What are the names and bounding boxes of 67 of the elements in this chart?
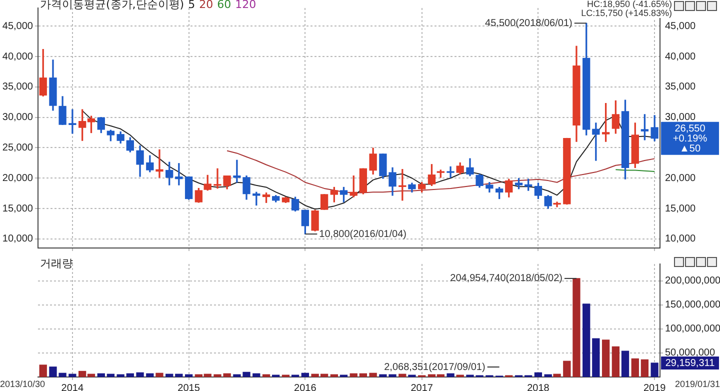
text: 20 bbox=[199, 0, 214, 11]
annotation: 2,068,351(2017/09/01) bbox=[384, 362, 486, 373]
y-tick-label: 50,000,000 bbox=[665, 348, 716, 359]
text: 5 bbox=[188, 0, 196, 11]
text: 29,159,311 bbox=[665, 358, 716, 370]
bar bbox=[252, 373, 260, 377]
candlestick bbox=[68, 109, 76, 134]
y-tick-label: 40,000 bbox=[2, 51, 34, 62]
bar bbox=[446, 373, 454, 377]
annotation: LC:15,750 (+145.83%) bbox=[581, 8, 672, 18]
y-tick-label: 10,000 bbox=[2, 234, 34, 245]
bar bbox=[146, 373, 154, 377]
annotation: 204,954,740(2018/05/02) bbox=[450, 273, 562, 284]
bar bbox=[156, 372, 164, 377]
y-tick-label: 150,000,000 bbox=[665, 300, 720, 311]
annotation: 10,800(2016/01/04) bbox=[319, 228, 406, 240]
bar bbox=[602, 340, 610, 377]
y-tick-label: 20,000 bbox=[2, 172, 34, 184]
bar bbox=[106, 374, 115, 377]
bar bbox=[640, 359, 649, 377]
bar bbox=[534, 372, 542, 377]
bar bbox=[301, 372, 309, 377]
bar bbox=[39, 364, 47, 377]
annotation: HC:18,950 (-41.65%) bbox=[586, 0, 672, 9]
bar bbox=[166, 374, 174, 377]
x-tick-label: 2014 bbox=[61, 382, 84, 391]
bar bbox=[650, 362, 658, 377]
bar bbox=[359, 373, 368, 377]
x-tick-label: 2017 bbox=[410, 382, 434, 391]
y-tick-label: 200,000,000 bbox=[665, 276, 720, 287]
candlestick bbox=[446, 166, 454, 178]
text: 60 bbox=[217, 0, 232, 11]
legend-title: 가격이동평균(종가,단순이평) bbox=[40, 0, 184, 11]
bar bbox=[175, 374, 183, 377]
x-tick-label: 2018 bbox=[527, 382, 550, 391]
legend-label: 120 bbox=[235, 0, 256, 11]
candlestick bbox=[156, 149, 164, 178]
bar bbox=[116, 374, 124, 377]
bar bbox=[97, 373, 105, 377]
y-tick-label: 30,000 bbox=[2, 112, 34, 124]
bar bbox=[572, 278, 580, 377]
y-tick-label: 100,000,000 bbox=[665, 324, 720, 335]
chart-title: 거래량 bbox=[40, 257, 73, 270]
text: 2013/10/30 bbox=[0, 378, 46, 389]
bar bbox=[68, 374, 76, 377]
bar bbox=[553, 374, 561, 377]
bar bbox=[582, 304, 590, 377]
y-tick-label: 15,000 bbox=[2, 203, 34, 214]
y-tick-label: 35,000 bbox=[2, 82, 34, 93]
bar bbox=[592, 338, 600, 377]
bar bbox=[350, 373, 358, 377]
text: 26,550 +0.19% ▲50 bbox=[672, 124, 708, 155]
bar bbox=[136, 372, 144, 377]
x-tick-label: 2019 bbox=[643, 382, 666, 391]
bar bbox=[612, 346, 620, 377]
y-tick-label: 25,000 bbox=[2, 142, 34, 154]
bar bbox=[369, 372, 377, 377]
bar bbox=[631, 358, 639, 377]
annotation: 45,500(2018/06/01) bbox=[485, 18, 572, 29]
text: 2019/01/31 bbox=[674, 378, 720, 389]
bar bbox=[621, 350, 630, 377]
y-tick-label: 45,000 bbox=[2, 20, 34, 32]
bar bbox=[563, 360, 571, 377]
bar bbox=[398, 374, 406, 377]
bar bbox=[126, 373, 134, 377]
x-tick-label: 2016 bbox=[294, 382, 317, 391]
x-tick-label: 2015 bbox=[178, 382, 200, 391]
